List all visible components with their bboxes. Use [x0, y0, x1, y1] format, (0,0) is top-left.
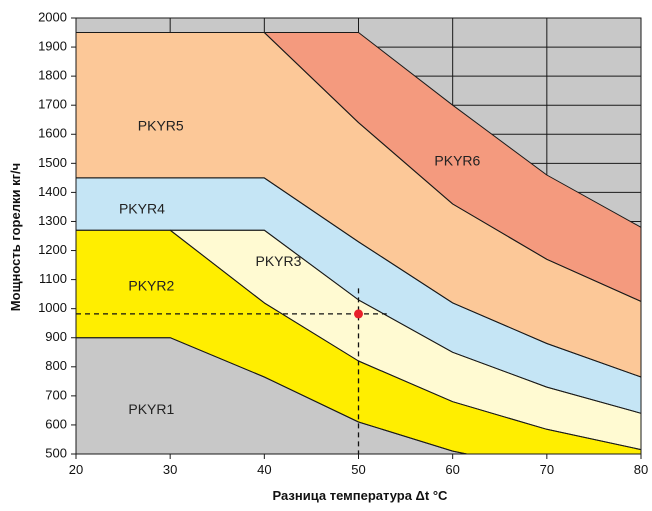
y-tick-label: 1400 [38, 184, 67, 199]
region-label-pkyr5: PKYR5 [138, 118, 184, 134]
x-tick-label: 70 [540, 462, 554, 477]
region-label-pkyr2: PKYR2 [128, 278, 174, 294]
x-tick-label: 40 [257, 462, 271, 477]
y-tick-label: 1600 [38, 126, 67, 141]
y-tick-label: 1800 [38, 68, 67, 83]
region-pkyr2 [76, 230, 641, 454]
x-axis-title: Разница температура Δt °C [273, 488, 448, 503]
y-tick-label: 1500 [38, 155, 67, 170]
y-tick-label: 500 [45, 445, 67, 460]
y-tick-label: 1900 [38, 39, 67, 54]
y-tick-label: 700 [45, 387, 67, 402]
region-pkyr3 [170, 230, 641, 450]
y-axis-title: Мощность горелки кг/ч [8, 163, 23, 311]
x-tick-label: 60 [445, 462, 459, 477]
region-label-pkyr4: PKYR4 [119, 201, 165, 217]
x-tick-label: 80 [634, 462, 648, 477]
y-tick-label: 1200 [38, 242, 67, 257]
y-tick-label: 800 [45, 358, 67, 373]
region-pkyr1 [76, 337, 467, 454]
region-label-pkyr1: PKYR1 [128, 401, 174, 417]
operating-point-marker [354, 309, 363, 319]
y-tick-label: 600 [45, 416, 67, 431]
capacity-regions [76, 32, 641, 454]
region-label-pkyr6: PKYR6 [434, 153, 480, 169]
region-pkyr4 [76, 177, 641, 414]
region-label-pkyr3: PKYR3 [255, 253, 301, 269]
y-tick-label: 1100 [39, 271, 67, 286]
operating-point-annotation [76, 288, 387, 454]
y-tick-label: 1000 [38, 300, 67, 315]
axes: 20 30 40 50 60 70 80 500 600 700 800 900 1000 1100 120… [38, 9, 648, 477]
y-tick-label: 1700 [38, 97, 67, 112]
x-tick-label: 20 [69, 462, 83, 477]
y-tick-label: 2000 [38, 9, 67, 24]
region-labels: PKYR1 PKYR2 PKYR3 PKYR4 PKYR5 PKYR6 [119, 118, 481, 417]
x-tick-label: 50 [351, 462, 365, 477]
y-tick-label: 900 [45, 329, 67, 344]
region-pkyr5 [76, 32, 641, 377]
region-pkyr6 [264, 32, 641, 302]
x-tick-label: 30 [163, 462, 177, 477]
y-tick-label: 1300 [38, 213, 67, 228]
